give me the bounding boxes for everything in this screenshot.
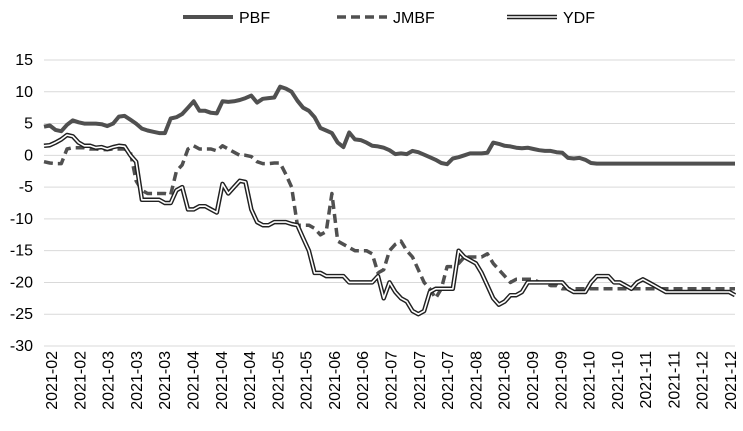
y-tick-label: -20	[10, 274, 33, 291]
x-tick-label: 2021-07	[412, 351, 429, 410]
y-tick-label: 15	[15, 52, 33, 69]
x-tick-label: 2021-11	[638, 351, 655, 409]
y-tick-label: -15	[10, 243, 33, 260]
x-tick-label: 2021-09	[553, 351, 570, 410]
x-tick-label: 2021-04	[214, 351, 231, 410]
x-tick-label: 2021-08	[497, 351, 514, 410]
y-tick-label: -10	[10, 211, 33, 228]
x-tick-label: 2021-03	[101, 351, 118, 410]
x-axis-ticks: 2021-02 2021-02 2021-03 2021-03 2021-03 2021-…	[44, 351, 740, 410]
x-tick-label: 2021-05	[299, 351, 316, 410]
y-tick-label: -5	[19, 179, 33, 196]
x-tick-label: 2021-12	[695, 351, 712, 410]
series-lines	[43, 84, 737, 317]
legend: PBF JMBF YDF	[183, 10, 595, 27]
x-tick-label: 2021-09	[525, 351, 542, 410]
series-ydf-line-inner	[43, 134, 736, 316]
x-tick-label: 2021-02	[44, 351, 61, 410]
x-tick-label: 2021-04	[185, 351, 202, 410]
y-tick-label: 10	[15, 84, 33, 101]
x-tick-label: 2021-12	[723, 351, 740, 410]
legend-ydf-label: YDF	[563, 10, 595, 27]
x-tick-label: 2021-11	[666, 351, 683, 409]
x-tick-label: 2021-03	[129, 351, 146, 410]
y-tick-label: -30	[10, 338, 33, 355]
x-tick-label: 2021-05	[270, 351, 287, 410]
x-tick-label: 2021-04	[242, 351, 259, 410]
x-tick-label: 2021-10	[582, 351, 599, 410]
series-jmbf-line	[43, 144, 735, 301]
x-tick-label: 2021-07	[384, 351, 401, 410]
legend-pbf-label: PBF	[239, 10, 270, 27]
y-tick-label: 0	[24, 147, 33, 164]
x-tick-label: 2021-03	[157, 351, 174, 410]
x-tick-label: 2021-06	[327, 351, 344, 410]
x-tick-label: 2021-07	[440, 351, 457, 410]
gridlines	[44, 59, 735, 347]
y-axis-ticks: 15 10 5 0 -5 -10 -15 -20 -25 -30	[10, 52, 33, 355]
x-tick-label: 2021-08	[468, 351, 485, 410]
x-tick-label: 2021-10	[610, 351, 627, 410]
legend-jmbf-label: JMBF	[393, 10, 435, 27]
x-tick-label: 2021-02	[72, 351, 89, 410]
series-pbf-line	[43, 84, 735, 167]
y-tick-label: -25	[10, 306, 33, 323]
y-tick-label: 5	[24, 116, 33, 133]
x-tick-label: 2021-06	[355, 351, 372, 410]
